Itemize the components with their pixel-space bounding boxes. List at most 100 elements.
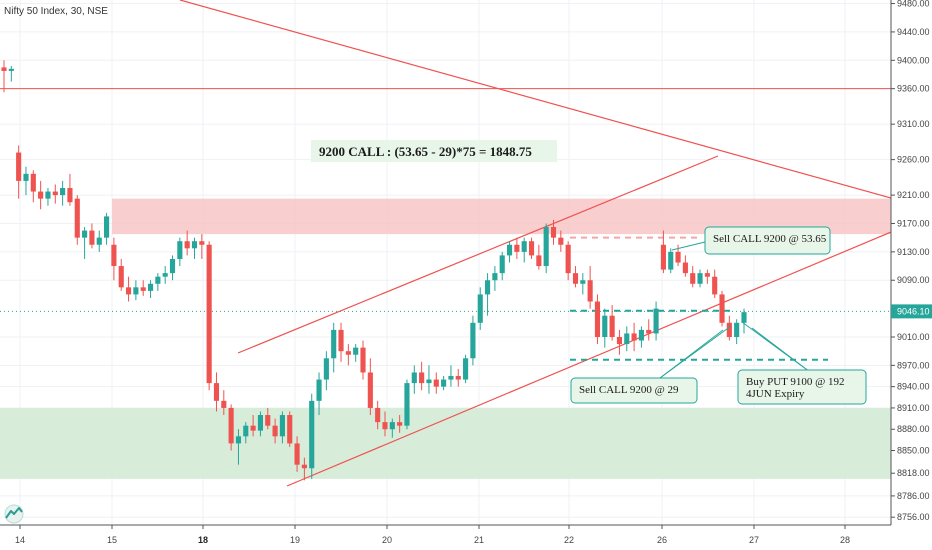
candle-body (191, 241, 198, 249)
y-tick-label: 8786.00 (897, 491, 930, 501)
candle-body (624, 333, 630, 345)
candle-body (616, 336, 623, 345)
candle-body (594, 301, 601, 337)
y-tick-label: 8970.00 (897, 360, 930, 370)
candle-body (550, 227, 557, 238)
y-tick-label: 8880.00 (897, 424, 930, 434)
candle-body (338, 329, 344, 352)
candle-body (448, 376, 454, 380)
candle-body (52, 191, 58, 196)
candle-body (1, 67, 7, 71)
descending-trendline (179, 0, 892, 199)
candle-body (411, 372, 417, 384)
y-tick-label: 8818.00 (897, 468, 930, 478)
candle-body (367, 372, 373, 408)
candle-body (499, 255, 505, 274)
y-tick-label: 9310.00 (897, 119, 930, 129)
candle-body (360, 347, 366, 373)
candle-body (8, 68, 14, 71)
buy-put-annotation-text: Buy PUT 9100 @ 192 (746, 376, 845, 388)
candle-body (279, 415, 285, 437)
headline-annotation-box[interactable] (311, 140, 557, 162)
candle-body (265, 415, 271, 426)
tradingview-logo[interactable] (4, 504, 24, 524)
x-tick-label: 20 (382, 535, 392, 545)
candle-body (155, 276, 161, 284)
x-tick-label: 14 (15, 535, 25, 545)
candle-body (463, 358, 469, 380)
x-tick-label: 28 (840, 535, 850, 545)
channel-upper-line (237, 155, 719, 354)
candle-body (316, 379, 322, 401)
candle-body (184, 241, 190, 249)
candle-body (30, 173, 36, 192)
candle-body (82, 230, 88, 238)
candle-body (45, 191, 51, 199)
sell-call-annotation-1-text: Sell CALL 9200 @ 53.65 (713, 233, 827, 245)
annotation-pointer (659, 325, 732, 379)
candle-body (199, 241, 205, 245)
annotation-pointer (671, 241, 706, 251)
chart-annotations: 9200 CALL : (53.65 - 29)*75 = 1848.75 Sel… (311, 140, 867, 405)
candle-body (331, 329, 337, 359)
candle-body (404, 383, 410, 426)
candle-body (646, 329, 652, 334)
candle-body (67, 188, 73, 203)
buy-put-annotation-text: 4JUN Expiry (746, 388, 805, 400)
candle-body (89, 230, 95, 245)
sell-call-annotation-1-box[interactable] (704, 226, 831, 255)
candle-body (675, 251, 681, 263)
candle-body (543, 227, 549, 267)
support-zone (0, 407, 891, 479)
candlestick-series (1, 60, 747, 481)
sell-call-annotation-2-box[interactable] (570, 377, 698, 404)
x-tick-label: 21 (474, 535, 484, 545)
trend-lines (0, 0, 892, 487)
candle-body (221, 400, 227, 408)
candle-body (572, 273, 579, 284)
candle-body (96, 237, 102, 245)
y-tick-label: 9090.00 (897, 275, 930, 285)
time-axis-background[interactable] (0, 525, 932, 550)
y-tick-label: 8940.00 (897, 382, 930, 392)
sell-call-annotation-2-text: Sell CALL 9200 @ 29 (579, 384, 679, 396)
x-tick-label: 15 (107, 535, 117, 545)
candle-body (301, 464, 307, 469)
candle-body (419, 372, 425, 384)
candle-body (477, 294, 483, 323)
candle-body (272, 425, 278, 437)
candle-body (309, 400, 315, 469)
y-tick-label: 9210.00 (897, 190, 930, 200)
candle-body (345, 351, 351, 355)
candle-body (382, 422, 388, 430)
candle-body (565, 244, 571, 274)
candle-body (287, 415, 293, 444)
candle-body (682, 262, 688, 274)
y-tick-label: 8910.00 (897, 403, 930, 413)
time-axis: 14 15 18 19 20 21 22 26 27 28 (15, 525, 850, 545)
candle-body (455, 376, 461, 380)
candle-body (521, 241, 527, 252)
price-axis-background[interactable] (891, 0, 932, 525)
candle-body (580, 280, 586, 284)
candle-body (133, 287, 139, 295)
candle-body (250, 425, 256, 431)
candle-body (111, 244, 117, 267)
candle-body (697, 273, 703, 284)
buy-put-annotation-box[interactable] (737, 369, 867, 405)
candle-body (653, 308, 659, 334)
candle-body (177, 241, 183, 259)
price-axis: 9480.00 9440.00 9400.00 9360.00 9310.00 9260.… (891, 0, 932, 522)
headline-annotation-text: 9200 CALL : (53.65 - 29)*75 = 1848.75 (319, 144, 532, 159)
x-tick-label: 26 (657, 535, 667, 545)
candle-body (609, 315, 615, 337)
candle-body (169, 258, 176, 274)
candle-body (536, 255, 542, 267)
y-tick-label: 9400.00 (897, 55, 930, 65)
last-price-label: 9046.10 (897, 306, 930, 316)
y-tick-label: 9010.00 (897, 332, 930, 342)
candle-body (162, 273, 168, 277)
candle-body (734, 322, 740, 337)
candle-body (638, 329, 644, 341)
